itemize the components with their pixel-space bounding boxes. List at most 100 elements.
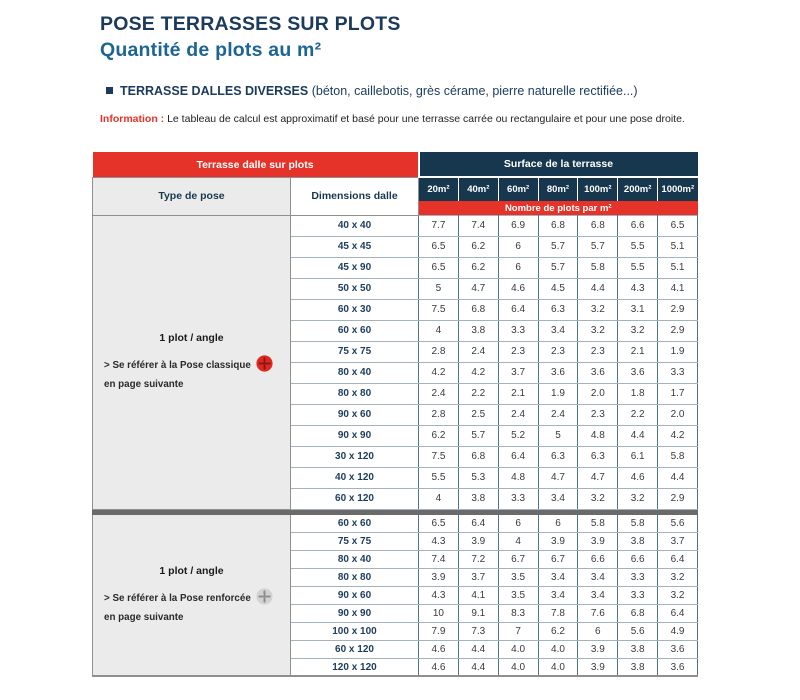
value-cell: 2.9 [657, 298, 698, 321]
value-cell: 2.4 [457, 340, 499, 363]
dimension-cell: 60 x 60 [289, 319, 420, 342]
col-header-80m2: 80m² [537, 176, 578, 202]
value-cell: 3.6 [617, 361, 659, 384]
pose-note-line1: > Se référer à la Pose renforcée [104, 593, 254, 605]
value-cell: 5 [537, 424, 579, 447]
value-cell: 6.4 [657, 549, 698, 569]
value-cell: 2.3 [497, 340, 539, 363]
dimension-cell: 90 x 60 [289, 585, 420, 605]
value-cell: 3.1 [617, 298, 659, 321]
value-cell: 5.7 [537, 256, 579, 279]
value-cell: 4.7 [457, 277, 499, 300]
value-cell: 4.8 [577, 424, 619, 447]
value-cell: 2.3 [577, 340, 619, 363]
value-cell: 7 [497, 621, 539, 641]
value-cell: 4.6 [418, 639, 459, 659]
page-content: POSE TERRASSES SUR PLOTS Quantité de plo… [92, 10, 698, 677]
value-cell: 7.4 [457, 214, 499, 237]
dimension-cell: 120 x 120 [289, 657, 420, 677]
info-line: Information : Le tableau de calcul est a… [100, 113, 698, 125]
value-cell: 3.4 [537, 567, 579, 587]
value-cell: 3.4 [537, 585, 579, 605]
table-row: 60 x 60 4 3.8 3.3 3.4 3.2 3.2 2.9 [93, 319, 698, 342]
value-cell: 6.5 [657, 214, 698, 237]
value-cell: 3.9 [537, 531, 579, 551]
value-cell: 6.6 [617, 214, 659, 237]
value-cell: 5.8 [577, 513, 619, 533]
value-cell: 7.3 [457, 621, 499, 641]
value-cell: 2.0 [577, 382, 619, 405]
dimension-cell: 90 x 60 [289, 403, 420, 426]
value-cell: 3.2 [577, 487, 619, 510]
value-cell: 6.1 [617, 445, 659, 468]
value-cell: 6.4 [457, 513, 499, 533]
value-cell: 4.4 [617, 424, 659, 447]
value-cell: 3.9 [577, 657, 619, 677]
dimension-cell: 90 x 90 [289, 424, 420, 447]
value-cell: 5.5 [617, 256, 659, 279]
band-terrasse-dalle: Terrasse dalle sur plots [92, 152, 420, 178]
value-cell: 4.1 [457, 585, 499, 605]
value-cell: 3.4 [577, 585, 619, 605]
value-cell: 6.4 [497, 445, 539, 468]
info-label: Information : [100, 113, 165, 126]
value-cell: 3.8 [457, 319, 499, 342]
value-cell: 3.8 [617, 657, 659, 677]
value-cell: 4.2 [457, 361, 499, 384]
table-row: 80 x 80 2.4 2.2 2.1 1.9 2.0 1.8 1.7 [93, 382, 698, 405]
dimension-cell: 80 x 40 [289, 549, 420, 569]
value-cell: 5.8 [657, 445, 698, 468]
value-cell: 6.6 [617, 549, 659, 569]
value-cell: 6.8 [537, 214, 579, 237]
value-cell: 4 [497, 531, 539, 551]
dimension-cell: 60 x 120 [289, 639, 420, 659]
value-cell: 3.5 [497, 567, 539, 587]
value-cell: 7.8 [537, 603, 579, 623]
value-cell: 5.5 [418, 466, 459, 489]
value-cell: 4.4 [577, 277, 619, 300]
value-cell: 6.7 [537, 549, 579, 569]
pose-type-cell: 1 plot / angle > Se référer à la Pose cla… [92, 214, 291, 510]
value-cell: 4.1 [657, 277, 698, 300]
table-row: 50 x 50 5 4.7 4.6 4.5 4.4 4.3 4.1 [93, 277, 698, 300]
value-cell: 3.2 [577, 319, 619, 342]
value-cell: 2.9 [657, 319, 698, 342]
value-cell: 3.3 [617, 585, 659, 605]
value-cell: 3.6 [537, 361, 579, 384]
strip-nombre-plots: Nombre de plots par m² [418, 201, 698, 216]
col-header-100m2: 100m² [577, 176, 618, 202]
value-cell: 8.3 [497, 603, 539, 623]
value-cell: 4 [418, 319, 459, 342]
value-cell: 6 [497, 235, 539, 258]
dimension-cell: 50 x 50 [289, 277, 420, 300]
value-cell: 3.2 [657, 585, 698, 605]
value-cell: 5.7 [537, 235, 579, 258]
dimension-cell: 30 x 120 [289, 445, 420, 468]
value-cell: 4.8 [497, 466, 539, 489]
value-cell: 2.4 [537, 403, 579, 426]
value-cell: 2.3 [577, 403, 619, 426]
pose-note-line2: en page suivante [104, 379, 184, 391]
value-cell: 2.0 [657, 403, 698, 426]
value-cell: 2.5 [457, 403, 499, 426]
subheading-rest: (béton, caillebotis, grès cérame, pierre… [308, 84, 638, 99]
pose-note-line1: > Se référer à la Pose classique [104, 360, 254, 372]
value-cell: 6.6 [577, 549, 619, 569]
value-cell: 6.3 [537, 298, 579, 321]
value-cell: 3.4 [537, 487, 579, 510]
table-row: 45 x 45 6.5 6.2 6 5.7 5.7 5.5 5.1 [93, 235, 698, 258]
value-cell: 3.9 [457, 531, 499, 551]
value-cell: 6 [497, 513, 539, 533]
value-cell: 1.7 [657, 382, 698, 405]
value-cell: 2.4 [497, 403, 539, 426]
value-cell: 5.3 [457, 466, 499, 489]
value-cell: 4.0 [537, 639, 579, 659]
pose-type-cell: 1 plot / angle > Se référer à la Pose ren… [92, 513, 291, 677]
square-bullet-icon [106, 87, 113, 95]
dimension-cell: 40 x 40 [289, 214, 420, 237]
plot-pedestal-gray-icon [255, 588, 273, 610]
dimension-cell: 100 x 100 [289, 621, 420, 641]
value-cell: 2.4 [418, 382, 459, 405]
value-cell: 5.1 [657, 256, 698, 279]
table-row: 75 x 75 2.8 2.4 2.3 2.3 2.3 2.1 1.9 [93, 340, 698, 363]
